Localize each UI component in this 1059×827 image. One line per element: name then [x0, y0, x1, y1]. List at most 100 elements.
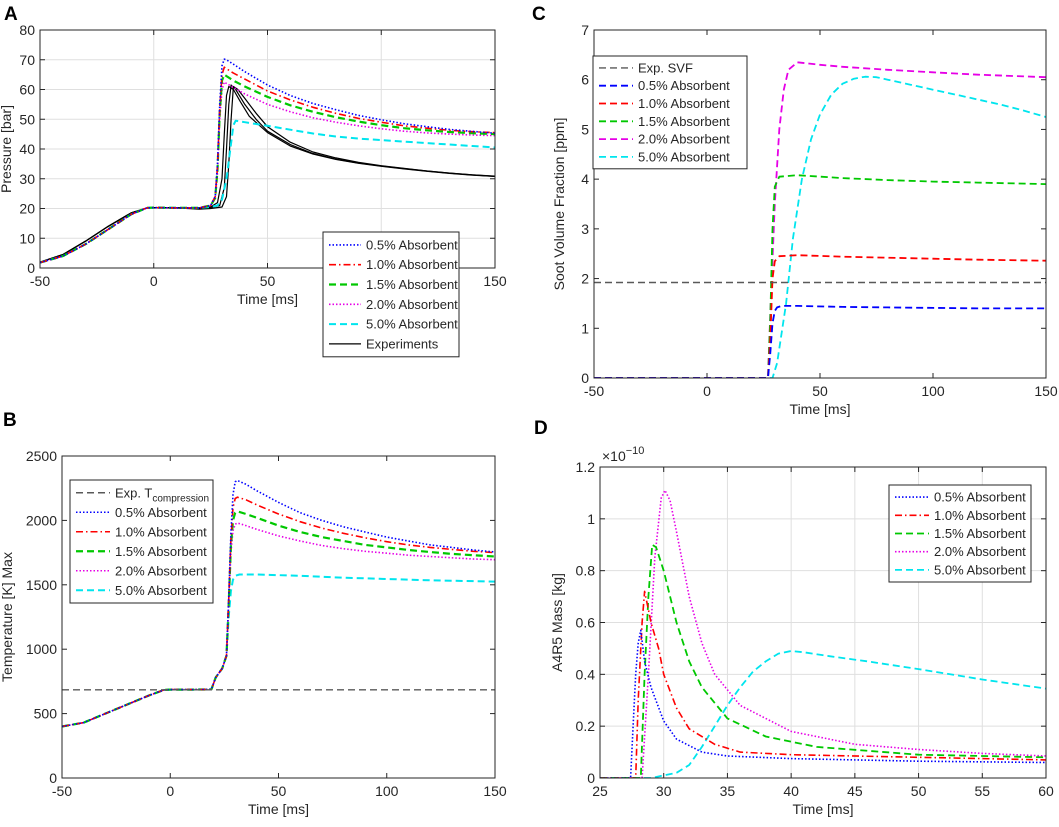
x-axis-label-a: Time [ms]	[237, 291, 298, 307]
series-group-a	[40, 58, 495, 264]
legend-label-c-5: 5.0% Absorbent	[638, 149, 730, 164]
legend-label-c-4: 2.0% Absorbent	[638, 132, 730, 147]
x-tick-label-d-3: 40	[783, 783, 799, 799]
y-tick-label-a-5: 50	[19, 111, 35, 127]
x-tick-label-b-1: 0	[166, 783, 174, 799]
series-line-c-5	[594, 75, 1046, 378]
x-tick-label-d-7: 60	[1038, 783, 1054, 799]
x-axis-label-b: Time [ms]	[248, 801, 309, 817]
legend-label-a-4: 5.0% Absorbent	[366, 317, 458, 332]
legend-label-b-2: 1.0% Absorbent	[115, 524, 207, 539]
legend-label-b-5: 5.0% Absorbent	[115, 583, 207, 598]
y-tick-label-a-4: 40	[19, 141, 35, 157]
legend-label-sub-b-0: compression	[152, 493, 209, 504]
y-tick-label-c-5: 5	[581, 121, 589, 137]
panel-letter-d: D	[534, 418, 548, 439]
y-tick-label-c-4: 4	[581, 171, 589, 187]
x-tick-label-a-4: 150	[483, 273, 507, 289]
x-tick-label-a-1: 0	[150, 273, 158, 289]
y-tick-label-d-1: 0.2	[576, 718, 596, 734]
y-tick-label-d-3: 0.6	[576, 615, 596, 631]
y-tick-label-d-0: 0	[587, 770, 595, 786]
x-tick-label-c-0: -50	[584, 383, 604, 399]
x-tick-label-d-2: 35	[720, 783, 736, 799]
x-tick-label-d-5: 50	[911, 783, 927, 799]
x-axis-label-c: Time [ms]	[790, 401, 851, 417]
x-tick-label-c-1: 0	[703, 383, 711, 399]
x-tick-label-d-0: 25	[592, 783, 608, 799]
y-tick-label-d-6: 1.2	[576, 459, 596, 475]
y-tick-label-c-3: 3	[581, 221, 589, 237]
legend-label-a-3: 2.0% Absorbent	[366, 297, 458, 312]
series-group-d	[600, 489, 1046, 778]
x-tick-label-b-4: 150	[483, 783, 507, 799]
legend-label-b-1: 0.5% Absorbent	[115, 505, 207, 520]
x-tick-label-b-2: 50	[271, 783, 287, 799]
series-line-a-0	[40, 58, 495, 264]
y-tick-label-a-7: 70	[19, 52, 35, 68]
x-tick-label-c-2: 50	[812, 383, 828, 399]
y-exponent-power-d: −10	[626, 445, 645, 457]
y-tick-label-b-5: 2500	[26, 448, 57, 464]
series-line-d-1	[600, 590, 1046, 778]
x-tick-label-a-2: 50	[260, 273, 276, 289]
y-tick-label-b-0: 0	[49, 770, 57, 786]
y-axis-label-d: A4R5 Mass [kg]	[549, 573, 565, 672]
y-tick-label-a-2: 20	[19, 201, 35, 217]
y-tick-label-c-0: 0	[581, 370, 589, 386]
legend-box-c	[592, 55, 748, 170]
legend-label-main-b-0: Exp. T	[115, 485, 152, 500]
y-tick-label-d-4: 0.8	[576, 563, 596, 579]
y-tick-label-b-2: 1000	[26, 641, 57, 657]
series-group-b	[62, 479, 495, 728]
y-tick-label-d-5: 1	[587, 511, 595, 527]
y-axis-label-c: Soot Volume Fraction [ppm]	[551, 118, 567, 291]
legend-label-d-0: 0.5% Absorbent	[934, 490, 1026, 505]
chart-panel-d: 25 30 35 40 45 50 55 60 0 0.2 0.4 0.6 0.8 1 1.2 Time [m…	[549, 445, 1054, 817]
y-tick-label-a-6: 60	[19, 82, 35, 98]
series-group-c	[594, 61, 1046, 378]
x-tick-label-d-4: 45	[847, 783, 863, 799]
legend-label-d-4: 5.0% Absorbent	[934, 562, 1026, 577]
y-axis-label-a: Pressure [bar]	[0, 105, 14, 193]
legend-label-a-0: 0.5% Absorbent	[366, 237, 458, 252]
y-tick-label-c-2: 2	[581, 271, 589, 287]
series-line-a-3	[40, 81, 495, 264]
legend-box-b	[69, 479, 214, 604]
legend-label-a-2: 1.5% Absorbent	[366, 277, 458, 292]
legend-label-c-3: 1.5% Absorbent	[638, 114, 730, 129]
series-line-c-1	[594, 305, 1046, 378]
y-tick-label-c-6: 6	[581, 72, 589, 88]
y-tick-label-b-3: 1500	[26, 577, 57, 593]
y-exponent-base-d: ×10	[602, 448, 626, 464]
y-tick-label-a-3: 30	[19, 171, 35, 187]
chart-panel-a: -5005010015001020304050607080Time [ms]Pr…	[0, 22, 507, 358]
legend-box-a	[322, 231, 460, 358]
x-tick-label-a-0: -50	[30, 273, 50, 289]
legend-label-b-3: 1.5% Absorbent	[115, 544, 207, 559]
legend-label-b-0: Exp. Tcompression	[115, 485, 209, 504]
legend-label-b-4: 2.0% Absorbent	[115, 563, 207, 578]
y-tick-label-b-1: 500	[34, 706, 58, 722]
y-tick-label-d-2: 0.4	[576, 666, 596, 682]
legend-label-c-2: 1.0% Absorbent	[638, 96, 730, 111]
panel-letter-a: A	[4, 4, 18, 25]
series-line-d-2	[600, 543, 1046, 778]
y-tick-label-a-8: 80	[19, 22, 35, 38]
y-exponent-label-d: ×10−10	[602, 445, 644, 464]
legend-label-a-1: 1.0% Absorbent	[366, 257, 458, 272]
legend-label-c-1: 0.5% Absorbent	[638, 78, 730, 93]
legend-label-a-5: Experiments	[366, 336, 439, 351]
y-tick-label-a-1: 10	[19, 230, 35, 246]
x-tick-label-b-3: 100	[375, 783, 399, 799]
legend-label-c-0: Exp. SVF	[638, 60, 693, 75]
panel-letter-b: B	[3, 410, 17, 431]
x-tick-label-b-0: -50	[52, 783, 72, 799]
series-line-d-4	[600, 650, 1046, 778]
y-tick-label-c-1: 1	[581, 320, 589, 336]
x-tick-label-d-1: 30	[656, 783, 672, 799]
y-tick-label-b-4: 2000	[26, 512, 57, 528]
y-tick-label-c-7: 7	[581, 22, 589, 38]
